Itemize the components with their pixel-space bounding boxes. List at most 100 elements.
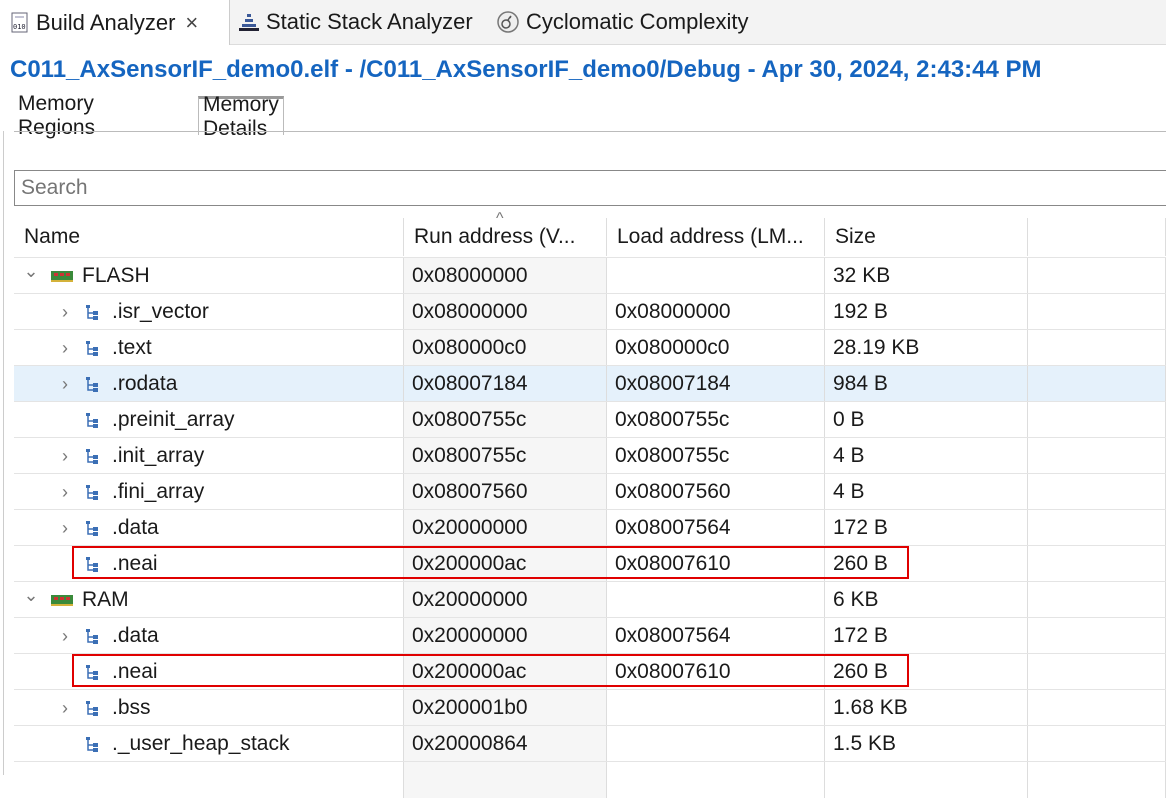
- section-name: ._user_heap_stack: [112, 732, 290, 755]
- chevron-right-icon[interactable]: ›: [62, 445, 68, 466]
- empty-cell: [1028, 654, 1166, 690]
- chevron-right-icon[interactable]: ›: [62, 481, 68, 502]
- chevron-right-icon[interactable]: ›: [62, 697, 68, 718]
- tab-label: Build Analyzer: [36, 9, 176, 35]
- column-header-name[interactable]: Name: [14, 218, 404, 256]
- table-row[interactable]: ._user_heap_stack 0x20000864 1.5 KB: [14, 725, 1166, 762]
- table-row[interactable]: › .isr_vector 0x08000000 0x08000000 192 B: [14, 293, 1166, 330]
- section-tree-icon: [86, 737, 98, 752]
- run-address-cell: 0x08000000: [404, 294, 607, 330]
- load-address-cell: 0x0800755c: [607, 438, 825, 474]
- table-row[interactable]: .neai 0x200000ac 0x08007610 260 B: [14, 653, 1166, 690]
- table-row[interactable]: .neai 0x200000ac 0x08007610 260 B: [14, 545, 1166, 582]
- load-address-cell: 0x08000000: [607, 294, 825, 330]
- name-cell: › .text: [14, 330, 404, 366]
- name-cell: .neai: [14, 546, 404, 582]
- empty-cell: [1028, 546, 1166, 582]
- load-address-cell: 0x08007564: [607, 510, 825, 546]
- run-address-cell: 0x20000864: [404, 726, 607, 762]
- tab-cyclomatic-complexity[interactable]: Cyclomatic Complexity: [496, 0, 749, 44]
- column-header-size[interactable]: Size: [825, 218, 1028, 256]
- name-cell: › .init_array: [14, 438, 404, 474]
- load-address-cell: [607, 582, 825, 618]
- size-cell: 32 KB: [825, 258, 1028, 294]
- tab-build-analyzer[interactable]: 010 Build Analyzer ×: [0, 0, 230, 45]
- run-address-cell: 0x080000c0: [404, 330, 607, 366]
- empty-cell: [1028, 330, 1166, 366]
- size-cell: 172 B: [825, 510, 1028, 546]
- chevron-right-icon[interactable]: ›: [62, 517, 68, 538]
- name-cell: ⌄ RAM: [14, 582, 404, 618]
- chevron-right-icon[interactable]: ›: [62, 373, 68, 394]
- chevron-down-icon[interactable]: ⌄: [23, 260, 39, 281]
- table-row[interactable]: ⌄ FLASH 0x08000000 32 KB: [14, 257, 1166, 294]
- load-address-cell: 0x08007564: [607, 618, 825, 654]
- empty-cell: [1028, 618, 1166, 654]
- section-name: .neai: [112, 552, 158, 575]
- section-tree-icon: [86, 521, 98, 536]
- section-tree-icon: [86, 557, 98, 572]
- empty-cell: [1028, 402, 1166, 438]
- section-name: .neai: [112, 660, 158, 683]
- section-name: .data: [112, 516, 159, 539]
- table-row[interactable]: › .rodata 0x08007184 0x08007184 984 B: [14, 365, 1166, 402]
- table-row[interactable]: › .data 0x20000000 0x08007564 172 B: [14, 509, 1166, 546]
- complexity-icon: [497, 11, 519, 33]
- close-icon[interactable]: ×: [185, 9, 199, 35]
- svg-text:010: 010: [13, 23, 26, 31]
- load-address-cell: [607, 726, 825, 762]
- column-header-empty: [1028, 218, 1166, 256]
- column-header-load-address[interactable]: Load address (LM...: [607, 218, 825, 256]
- section-name: .bss: [112, 696, 151, 719]
- chevron-right-icon[interactable]: ›: [62, 301, 68, 322]
- tab-memory-details[interactable]: Memory Details: [198, 93, 284, 140]
- table-row[interactable]: › .fini_array 0x08007560 0x08007560 4 B: [14, 473, 1166, 510]
- divider: [14, 131, 1166, 132]
- run-address-cell: 0x200000ac: [404, 654, 607, 690]
- name-cell: › .bss: [14, 690, 404, 726]
- table-row[interactable]: › .init_array 0x0800755c 0x0800755c 4 B: [14, 437, 1166, 474]
- size-cell: 4 B: [825, 474, 1028, 510]
- binary-file-icon: 010: [11, 12, 28, 32]
- load-address-cell: [607, 258, 825, 294]
- size-cell: 260 B: [825, 654, 1028, 690]
- table-row[interactable]: › .text 0x080000c0 0x080000c0 28.19 KB: [14, 329, 1166, 366]
- table-row[interactable]: ⌄ RAM 0x20000000 6 KB: [14, 581, 1166, 618]
- chevron-down-icon[interactable]: ⌄: [23, 584, 39, 605]
- size-cell: 192 B: [825, 294, 1028, 330]
- size-cell: 1.5 KB: [825, 726, 1028, 762]
- run-address-cell: 0x0800755c: [404, 438, 607, 474]
- editor-tab-bar: 010 Build Analyzer × Static Stack Analyz…: [0, 0, 1166, 45]
- search-input[interactable]: [14, 170, 1166, 206]
- section-tree-icon: [86, 449, 98, 464]
- size-cell: 260 B: [825, 546, 1028, 582]
- tab-label: Cyclomatic Complexity: [526, 9, 749, 34]
- load-address-cell: 0x08007610: [607, 654, 825, 690]
- section-tree-icon: [86, 305, 98, 320]
- chevron-right-icon[interactable]: ›: [62, 625, 68, 646]
- section-tree-icon: [86, 665, 98, 680]
- table-row[interactable]: .preinit_array 0x0800755c 0x0800755c 0 B: [14, 401, 1166, 438]
- tab-memory-regions[interactable]: Memory Regions: [18, 91, 96, 139]
- table-row[interactable]: › .data 0x20000000 0x08007564 172 B: [14, 617, 1166, 654]
- table-row[interactable]: › .bss 0x200001b0 1.68 KB: [14, 689, 1166, 726]
- section-tree-icon: [86, 485, 98, 500]
- run-address-cell: 0x20000000: [404, 582, 607, 618]
- section-name: .isr_vector: [112, 300, 209, 323]
- load-address-cell: 0x080000c0: [607, 330, 825, 366]
- size-cell: 4 B: [825, 438, 1028, 474]
- section-tree-icon: [86, 701, 98, 716]
- tab-static-stack-analyzer[interactable]: Static Stack Analyzer: [238, 0, 473, 44]
- stack-icon: [239, 14, 259, 31]
- run-address-cell: 0x200000ac: [404, 546, 607, 582]
- chevron-right-icon[interactable]: ›: [62, 337, 68, 358]
- section-name: .init_array: [112, 444, 205, 467]
- empty-cell: [1028, 294, 1166, 330]
- column-header-run-address[interactable]: ^ Run address (V...: [404, 210, 607, 256]
- name-cell: ._user_heap_stack: [14, 726, 404, 762]
- load-address-cell: 0x0800755c: [607, 402, 825, 438]
- section-name: .fini_array: [112, 480, 205, 503]
- section-name: .data: [112, 624, 159, 647]
- name-cell: .neai: [14, 654, 404, 690]
- section-tree-icon: [86, 341, 98, 356]
